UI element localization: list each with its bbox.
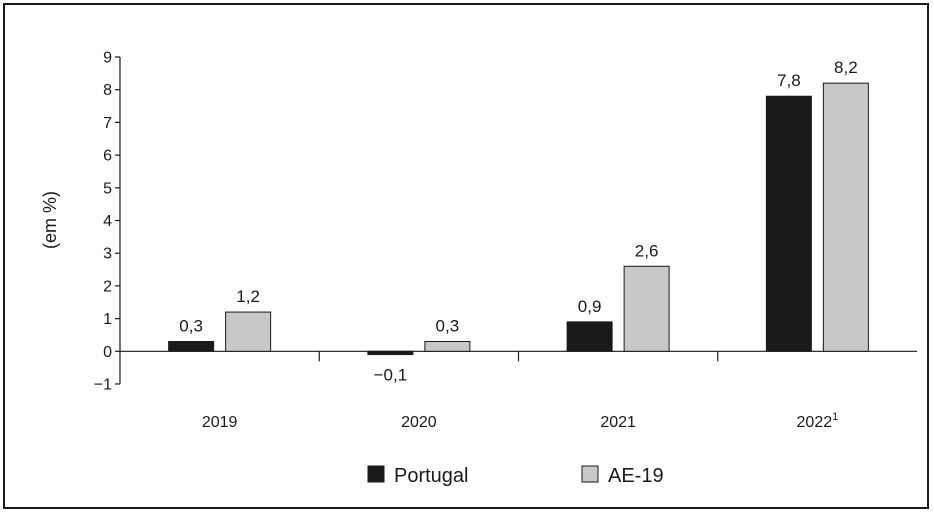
y-tick-label: 3 xyxy=(103,246,112,263)
y-tick-label: 2 xyxy=(103,278,112,295)
y-tick-label: 0 xyxy=(103,344,112,361)
bar-ae-19-2021 xyxy=(623,265,670,352)
data-labels: 0,3 1,2 −0,1 0,3 0,9 2,6 7,8 8,2 xyxy=(179,58,857,384)
data-label: −0,1 xyxy=(374,366,408,385)
legend-label: Portugal xyxy=(394,465,469,487)
data-label: 0,3 xyxy=(179,316,203,335)
bar-portugal-2020 xyxy=(367,350,414,356)
data-label: 2,6 xyxy=(635,241,659,260)
y-tick-label: 6 xyxy=(103,148,112,165)
y-axis-label: (em %) xyxy=(40,191,60,249)
data-label: 1,2 xyxy=(236,287,260,306)
category-label: 2020 xyxy=(401,414,437,431)
category-label: 2021 xyxy=(600,414,636,431)
data-label: 7,8 xyxy=(777,71,801,90)
y-tick-label: 1 xyxy=(103,311,112,328)
y-tick-label: 9 xyxy=(103,50,112,67)
y-tick-label: 7 xyxy=(103,115,112,132)
bar-portugal-2022 xyxy=(765,95,812,352)
y-tick-label: 4 xyxy=(103,213,112,230)
legend-swatch-ae-19 xyxy=(581,465,599,483)
data-label: 0,3 xyxy=(436,316,460,335)
bar-ae-19-2019 xyxy=(225,311,272,352)
bar-ae-19-2020 xyxy=(424,340,471,352)
y-tick-label: 8 xyxy=(103,82,112,99)
y-axis: −1 0 1 2 3 4 5 6 7 8 9 xyxy=(94,50,121,394)
bar-portugal-2019 xyxy=(168,340,215,352)
data-label: 0,9 xyxy=(578,297,602,316)
bar-portugal-2021 xyxy=(566,321,613,352)
category-label: 2019 xyxy=(202,414,238,431)
data-label: 8,2 xyxy=(834,58,858,77)
legend-label: AE-19 xyxy=(608,465,664,487)
y-tick-label: −1 xyxy=(94,377,112,394)
category-label: 20221 xyxy=(797,411,839,431)
category-labels: 2019 2020 2021 20221 xyxy=(202,411,838,431)
legend-swatch-portugal xyxy=(367,465,385,483)
x-axis xyxy=(120,350,917,362)
bar-ae-19-2022 xyxy=(822,82,869,352)
chart-frame xyxy=(3,3,929,509)
bars xyxy=(168,82,869,356)
legend: Portugal AE-19 xyxy=(367,465,664,487)
y-tick-label: 5 xyxy=(103,180,112,197)
